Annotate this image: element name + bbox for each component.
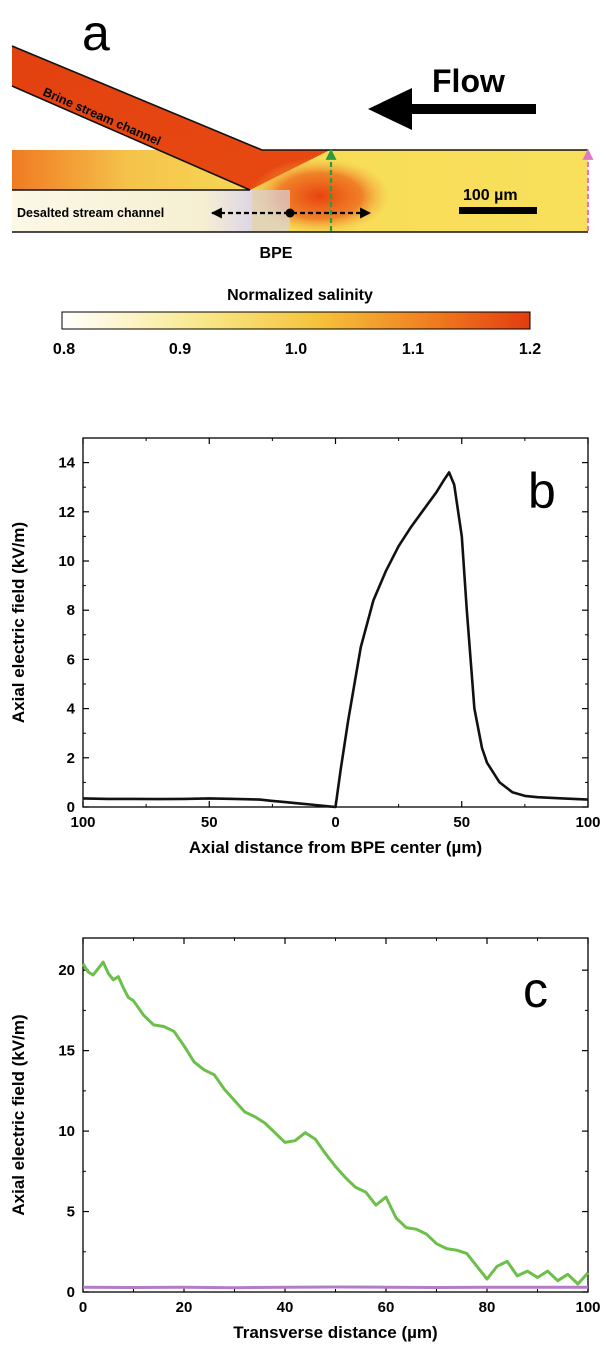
channel-walls: [11, 45, 588, 233]
x-tick-label: 60: [378, 1299, 395, 1316]
x-tick-label: 20: [176, 1299, 193, 1316]
x-tick-label: 0: [331, 814, 339, 831]
y-tick-label: 6: [67, 651, 75, 668]
scale-bar: [459, 207, 537, 214]
panel-label: b: [528, 463, 556, 519]
x-tick-label: 100: [575, 1299, 600, 1316]
x-tick-label: 0: [79, 1299, 87, 1316]
y-tick-label: 0: [67, 1284, 75, 1301]
x-tick-label: 80: [479, 1299, 496, 1316]
y-tick-label: 10: [58, 553, 75, 570]
y-tick-label: 20: [58, 962, 75, 979]
x-tick-label: 50: [453, 814, 470, 831]
x-tick-label: 100: [70, 814, 95, 831]
brine-channel: [12, 46, 330, 190]
scale-bar-label: 100 µm: [463, 187, 518, 204]
x-tick-label: 40: [277, 1299, 294, 1316]
colorbar: [61, 311, 531, 330]
y-tick-label: 14: [58, 455, 75, 472]
y-tick-label: 8: [67, 602, 75, 619]
plot-frame: [82, 437, 589, 808]
y-tick-label: 5: [67, 1204, 75, 1221]
x-tick-label: 50: [201, 814, 218, 831]
bpe-label: BPE: [260, 245, 293, 262]
plot-frame: [82, 937, 589, 1293]
colorbar-tick: 0.9: [169, 341, 191, 358]
colorbar-ticks: 0.8 0.9 1.0 1.1 1.2: [53, 341, 541, 358]
x-axis-label: Axial distance from BPE center (µm): [189, 838, 482, 857]
flow-label: Flow: [432, 63, 505, 99]
colorbar-title: Normalized salinity: [227, 287, 373, 304]
flow-arrow-icon: [368, 88, 536, 130]
y-tick-label: 15: [58, 1043, 75, 1060]
series-line: [81, 960, 590, 1286]
colorbar-tick: 1.0: [285, 341, 307, 358]
desalted-channel-label: Desalted stream channel: [17, 206, 164, 220]
x-axis-label: Transverse distance (µm): [233, 1323, 437, 1342]
y-tick-label: 0: [67, 799, 75, 816]
y-axis-label: Axial electric field (kV/m): [9, 522, 28, 723]
y-axis-label: Axial electric field (kV/m): [9, 1014, 28, 1215]
y-tick-label: 12: [58, 504, 75, 521]
colorbar-tick: 0.8: [53, 341, 75, 358]
bpe-region: [252, 190, 290, 232]
y-tick-label: 2: [67, 750, 75, 767]
bpe-center-dot: [285, 208, 295, 218]
panel-a: a Flow Brine stream channel Desalted str…: [11, 5, 594, 358]
y-tick-label: 4: [67, 701, 76, 718]
chart-c: 0 20 40 60 80 100 0 5 10 15 20 Transverse distance …: [9, 937, 601, 1342]
colorbar-tick: 1.2: [519, 341, 541, 358]
panel-a-label: a: [82, 5, 110, 61]
panel-label: c: [523, 962, 548, 1018]
y-tick-label: 10: [58, 1123, 75, 1140]
series-line: [82, 1285, 589, 1290]
series-line: [82, 471, 589, 809]
colorbar-tick: 1.1: [402, 341, 424, 358]
x-tick-label: 100: [575, 814, 600, 831]
